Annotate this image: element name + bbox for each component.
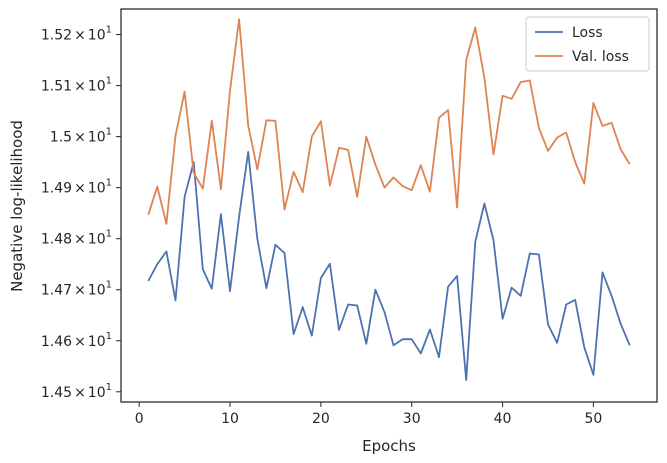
- y-tick-base: 10: [88, 28, 106, 44]
- y-tick-base: 10: [88, 79, 106, 95]
- y-tick-times: ×: [74, 232, 86, 248]
- y-tick-exponent: 1: [106, 76, 112, 87]
- y-tick-times: ×: [74, 181, 86, 197]
- y-tick-label: 1.45 × 101: [41, 382, 112, 401]
- y-tick-exponent: 1: [106, 25, 112, 36]
- y-tick-exponent: 1: [106, 178, 112, 189]
- y-tick-label: 1.5 × 101: [50, 127, 112, 146]
- y-tick-times: ×: [74, 79, 86, 95]
- y-tick-label: 1.47 × 101: [41, 280, 112, 299]
- y-tick-times: ×: [74, 283, 86, 299]
- x-tick-label: 30: [403, 411, 421, 427]
- y-tick-mantissa: 1.49: [41, 181, 72, 197]
- y-axis-label: Negative log-likelihood: [8, 120, 26, 292]
- y-tick-exponent: 1: [106, 127, 112, 138]
- y-tick-label: 1.48 × 101: [41, 229, 112, 248]
- y-tick-times: ×: [74, 130, 86, 146]
- y-tick-base: 10: [88, 232, 106, 248]
- y-tick-times: ×: [74, 28, 86, 44]
- y-tick-base: 10: [88, 181, 106, 197]
- y-tick-exponent: 1: [106, 331, 112, 342]
- series-line-loss: [147, 150, 631, 382]
- y-tick-mantissa: 1.48: [41, 232, 72, 248]
- series-line-val-loss: [147, 18, 631, 225]
- y-tick-base: 10: [88, 334, 106, 350]
- y-tick-label: 1.52 × 101: [41, 25, 112, 44]
- y-tick-exponent: 1: [106, 229, 112, 240]
- y-tick-base: 10: [88, 130, 106, 146]
- y-tick-base: 10: [88, 283, 106, 299]
- x-tick-label: 50: [584, 411, 602, 427]
- x-axis: 0 10 20 30 40 50: [135, 402, 602, 427]
- x-tick-label: 40: [494, 411, 512, 427]
- y-tick-times: ×: [74, 385, 86, 401]
- y-tick-mantissa: 1.45: [41, 385, 72, 401]
- y-tick-label: 1.51 × 101: [41, 76, 112, 95]
- x-tick-label: 10: [221, 411, 239, 427]
- y-tick-label: 1.46 × 101: [41, 331, 112, 350]
- series-layer: [147, 18, 631, 382]
- y-tick-label: 1.49 × 101: [41, 178, 112, 197]
- y-tick-exponent: 1: [106, 280, 112, 291]
- x-tick-label: 0: [135, 411, 144, 427]
- y-tick-times: ×: [74, 334, 86, 350]
- legend-label: Val. loss: [572, 49, 629, 65]
- plot-frame: [120, 8, 658, 403]
- legend: Loss Val. loss: [525, 16, 650, 72]
- y-tick-mantissa: 1.46: [41, 334, 72, 350]
- y-tick-mantissa: 1.47: [41, 283, 72, 299]
- x-tick-label: 20: [312, 411, 330, 427]
- x-axis-label: Epochs: [362, 437, 416, 455]
- y-tick-mantissa: 1.52: [41, 28, 72, 44]
- legend-box: [525, 16, 650, 72]
- y-tick-mantissa: 1.5: [50, 130, 72, 146]
- y-tick-base: 10: [88, 385, 106, 401]
- y-tick-exponent: 1: [106, 382, 112, 393]
- y-tick-mantissa: 1.51: [41, 79, 72, 95]
- legend-label: Loss: [572, 25, 603, 41]
